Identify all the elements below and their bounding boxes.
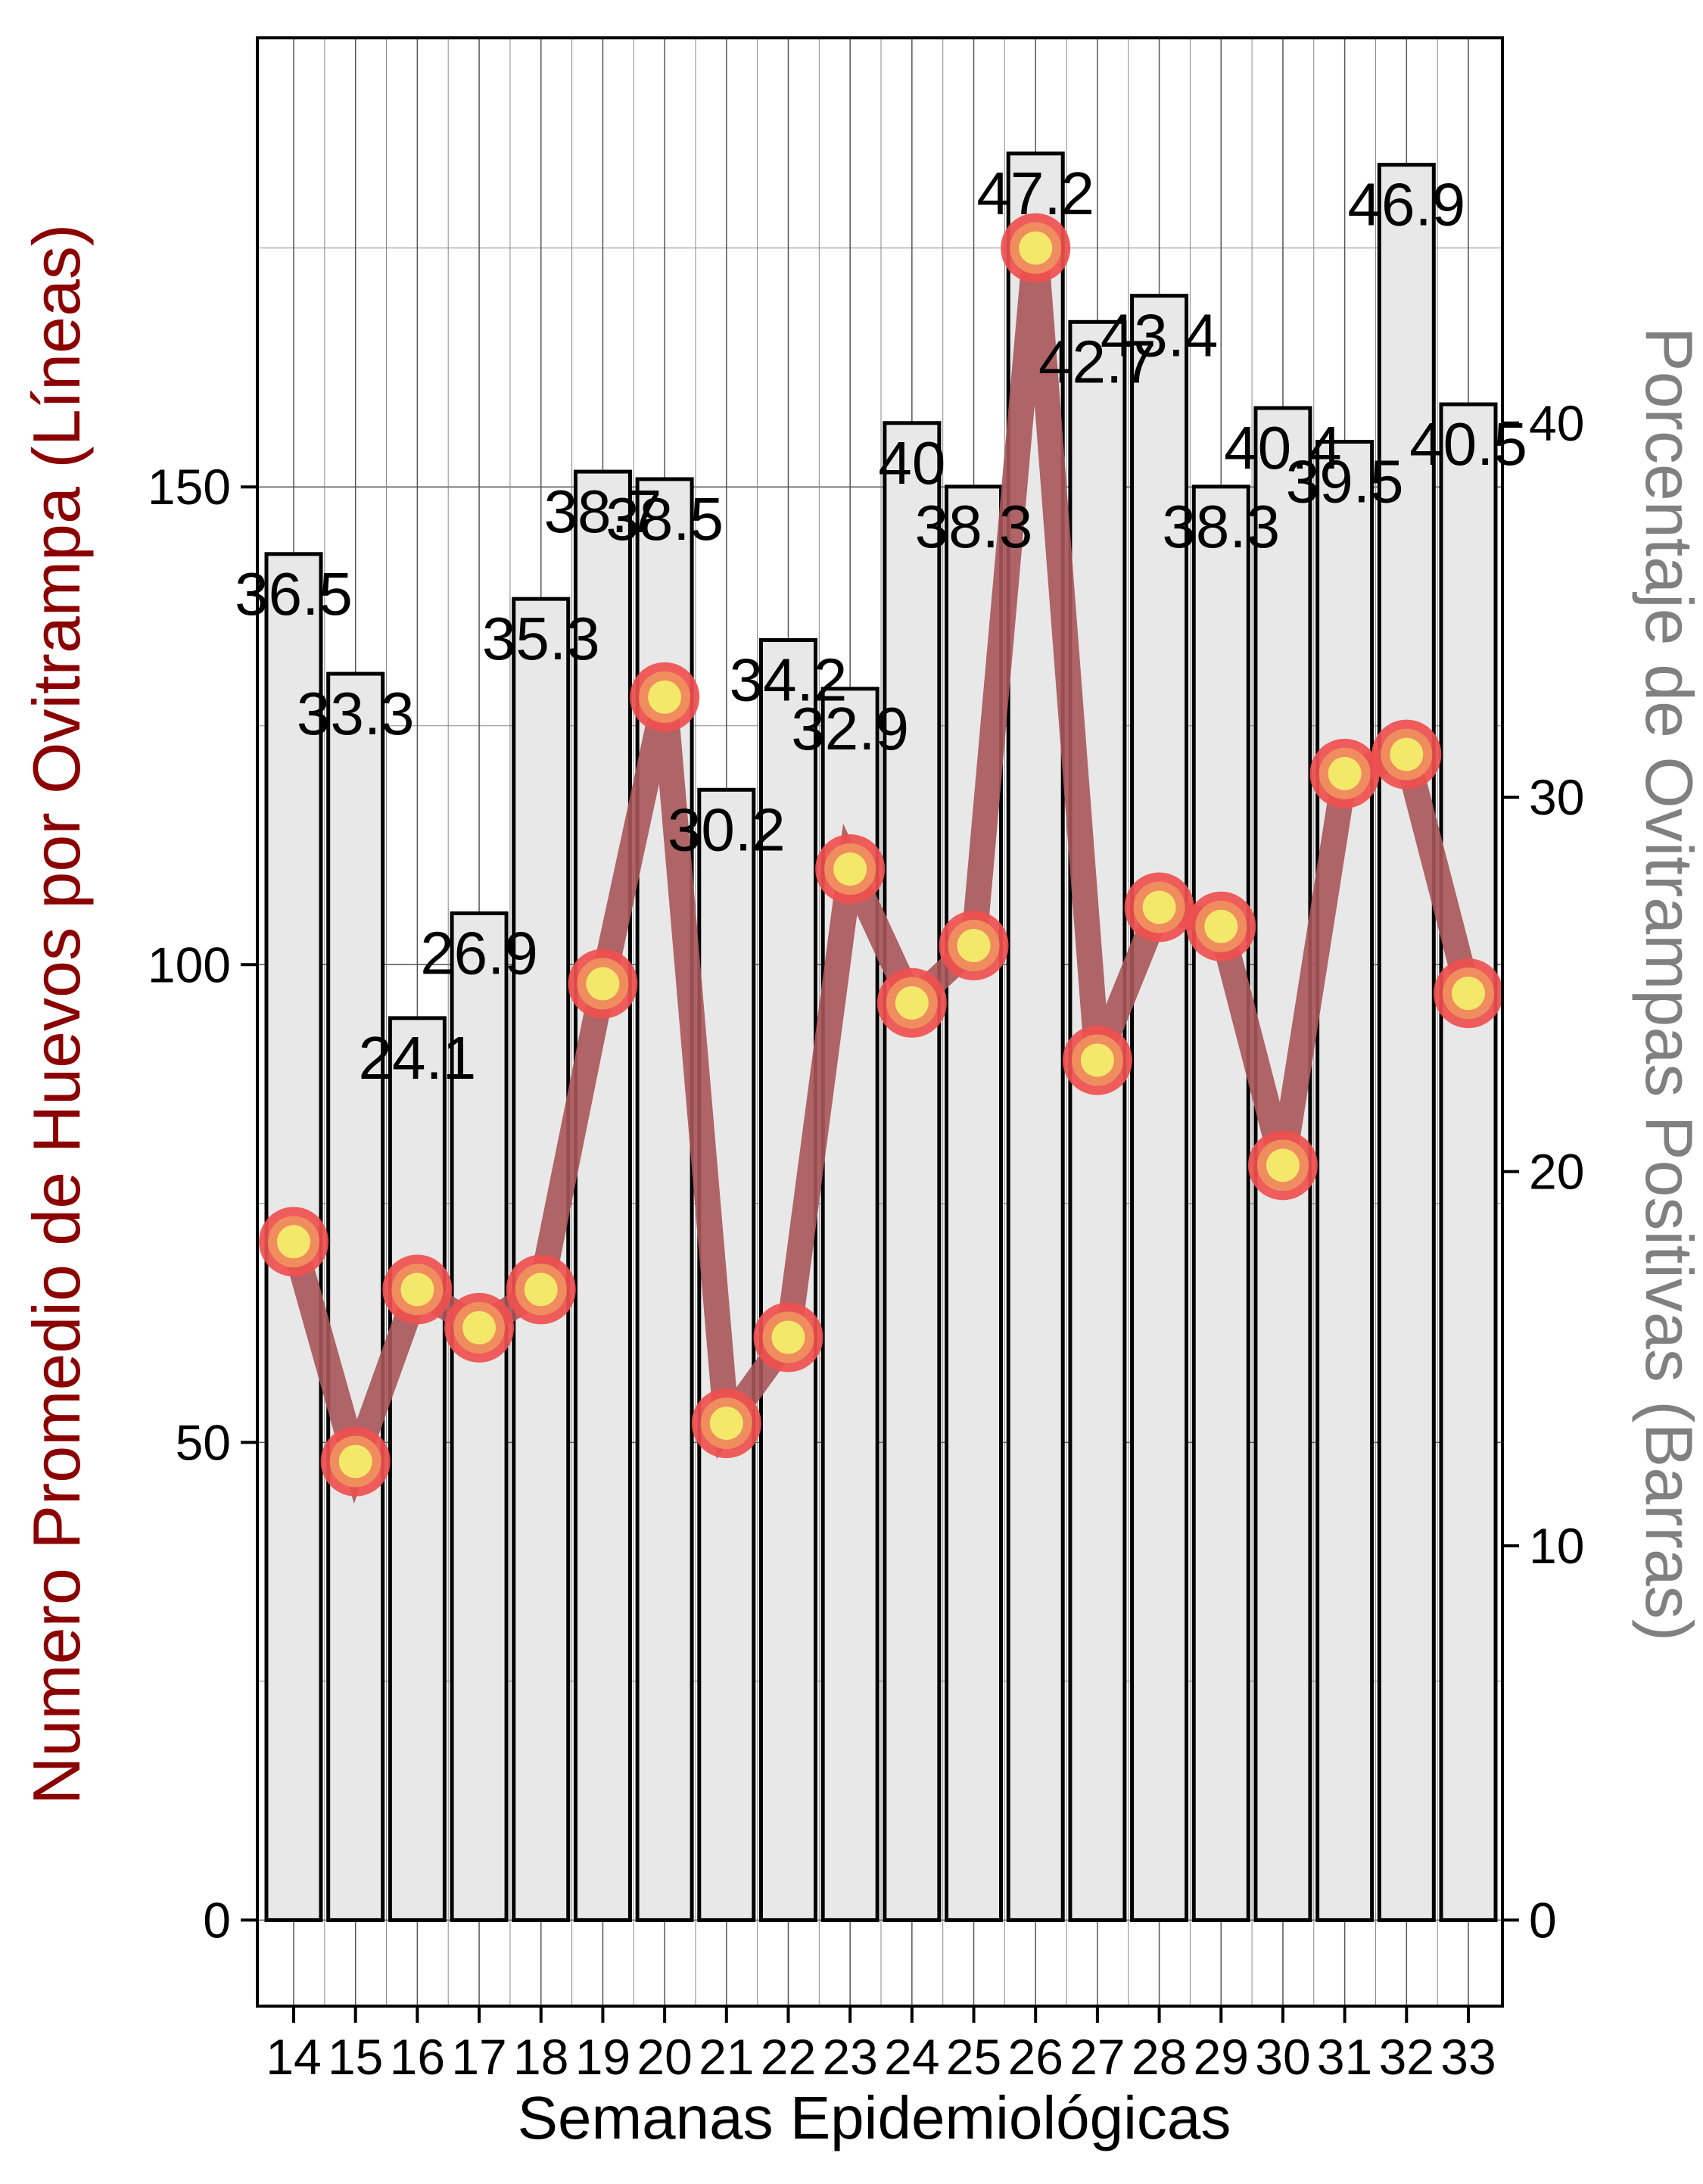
x-tick-label-18: 18: [513, 2029, 568, 2085]
right-tick-label: 20: [1529, 1144, 1584, 1200]
x-tick-label-33: 33: [1440, 2029, 1496, 2085]
bar-value-label-31: 39.5: [1286, 447, 1404, 515]
plot-border: [256, 36, 1504, 2008]
bar-value-label-14: 36.5: [235, 560, 353, 628]
point-19: [568, 949, 638, 1019]
bar-value-label-23: 32.9: [791, 695, 909, 762]
x-tick-label-21: 21: [699, 2029, 754, 2085]
right-tick-label: 0: [1529, 1892, 1557, 1948]
point-18: [506, 1254, 576, 1325]
x-tick-label-27: 27: [1069, 2029, 1125, 2085]
bar-value-label-19: 38.7: [544, 478, 662, 545]
point-24: [876, 967, 947, 1038]
bar-19: [573, 469, 632, 1922]
left-tick-label: 0: [203, 1892, 231, 1948]
x-tick-label-19: 19: [575, 2029, 630, 2085]
point-23: [815, 834, 886, 905]
point-22: [753, 1302, 823, 1372]
x-tick-label-29: 29: [1194, 2029, 1249, 2085]
point-33: [1434, 958, 1503, 1029]
x-tick-label-22: 22: [761, 2029, 816, 2085]
bar-value-label-20: 38.5: [606, 485, 724, 553]
bar-31: [1315, 439, 1375, 1922]
point-15: [320, 1426, 391, 1497]
bar-29: [1191, 484, 1250, 1922]
bar-value-label-25: 38.3: [915, 493, 1033, 560]
point-31: [1309, 738, 1380, 808]
bar-value-label-29: 38.3: [1162, 493, 1280, 560]
bar-33: [1439, 402, 1498, 1922]
point-21: [691, 1388, 761, 1459]
markers-layer: [259, 213, 1503, 1497]
right-tick-label: 30: [1529, 769, 1584, 825]
bar-value-label-16: 24.1: [359, 1024, 477, 1092]
bar-value-label-32: 46.9: [1347, 171, 1465, 238]
bar-28: [1130, 294, 1189, 1922]
right-tick-label: 10: [1529, 1518, 1584, 1574]
bar-32: [1377, 163, 1436, 1922]
point-27: [1062, 1025, 1132, 1095]
point-30: [1247, 1130, 1318, 1201]
bar-value-label-17: 26.9: [420, 919, 538, 986]
bar-25: [945, 484, 1004, 1922]
left-axis-title: Numero Promedio de Huevos por Ovitrampa …: [19, 224, 94, 1805]
x-tick-label-23: 23: [822, 2029, 877, 2085]
point-32: [1371, 719, 1442, 790]
bar-value-label-24: 40: [878, 429, 945, 497]
point-14: [259, 1207, 328, 1277]
x-tick-label-15: 15: [328, 2029, 383, 2085]
point-26: [1001, 213, 1071, 283]
bar-value-label-22: 34.2: [730, 646, 848, 714]
right-tick-label: 40: [1529, 395, 1584, 451]
bar-16: [388, 1016, 447, 1922]
bar-15: [326, 671, 385, 1922]
left-tick-label: 50: [176, 1414, 231, 1470]
bar-value-label-26: 47.2: [976, 160, 1094, 227]
bar-17: [450, 911, 509, 1922]
x-tick-label-16: 16: [390, 2029, 445, 2085]
bar-24: [883, 421, 942, 1922]
x-tick-label-20: 20: [637, 2029, 692, 2085]
point-20: [630, 662, 700, 732]
bar-value-label-27: 42.7: [1038, 328, 1157, 395]
x-tick-label-14: 14: [266, 2029, 321, 2085]
x-tick-label-24: 24: [884, 2029, 939, 2085]
point-25: [939, 911, 1009, 981]
bar-27: [1068, 319, 1127, 1922]
x-tick-label-17: 17: [451, 2029, 506, 2085]
point-17: [444, 1292, 515, 1363]
bar-labels-layer: 36.5 33.3 24.1 26.9 35.3 38.738.5 30.2 34.232.9…: [235, 160, 1527, 1092]
point-29: [1186, 891, 1256, 961]
left-tick-label: 150: [148, 459, 231, 515]
bar-value-label-33: 40.5: [1409, 410, 1527, 478]
x-tick-label-25: 25: [946, 2029, 1001, 2085]
x-tick-label-32: 32: [1379, 2029, 1434, 2085]
point-28: [1124, 872, 1194, 942]
x-tick-label-26: 26: [1007, 2029, 1063, 2085]
bar-value-label-15: 33.3: [297, 680, 415, 747]
x-axis-title: Semanas Epidemiológicas: [518, 2084, 1231, 2151]
point-16: [382, 1254, 453, 1325]
x-tick-label-28: 28: [1132, 2029, 1187, 2085]
bar-value-label-28: 43.4: [1101, 302, 1219, 369]
left-tick-label: 100: [148, 936, 231, 992]
bar-value-label-21: 30.2: [668, 796, 786, 863]
x-tick-label-30: 30: [1255, 2029, 1310, 2085]
bar-value-label-30: 40.4: [1224, 414, 1342, 481]
right-axis-title: Porcentaje de Ovitrampas Positivas (Barr…: [1632, 327, 1703, 1641]
x-tick-label-31: 31: [1317, 2029, 1372, 2085]
bar-value-label-18: 35.3: [482, 605, 600, 672]
